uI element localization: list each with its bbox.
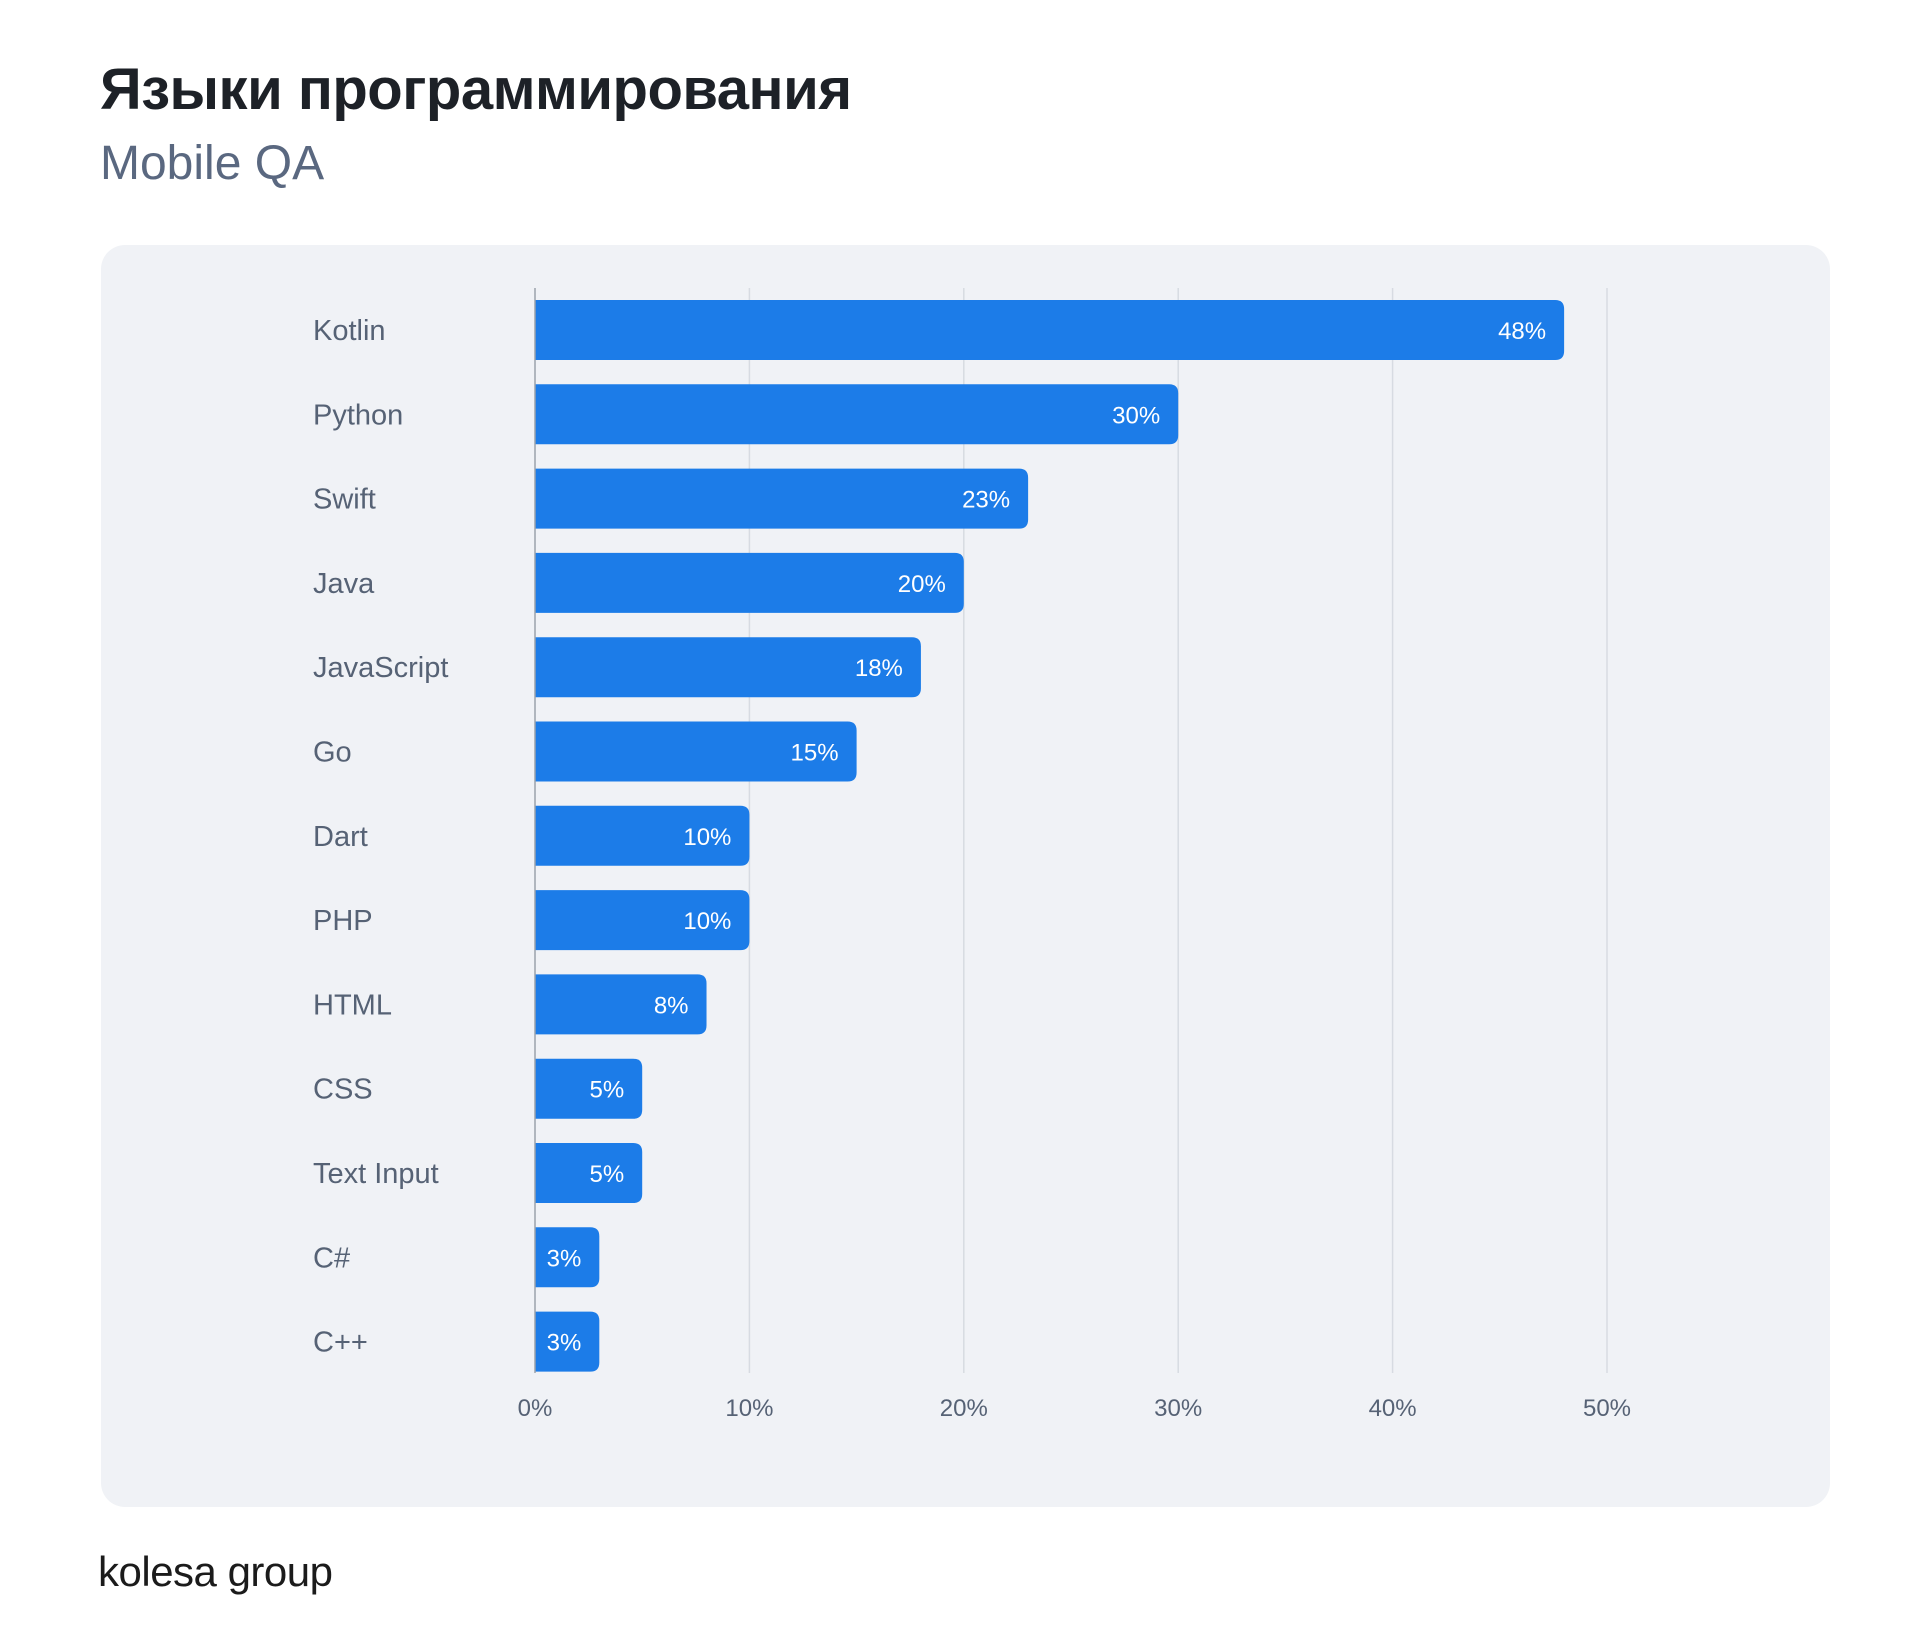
bar-value-label: 15% bbox=[791, 740, 839, 767]
bar-python bbox=[535, 384, 1179, 445]
bar-value-label: 10% bbox=[683, 908, 731, 935]
category-label: CSS bbox=[313, 1074, 373, 1106]
chart-title: Языки программирования bbox=[100, 57, 852, 122]
category-label: Kotlin bbox=[313, 315, 386, 347]
category-label: C# bbox=[313, 1242, 350, 1274]
bar-value-label: 5% bbox=[590, 1161, 625, 1188]
bar-c- bbox=[535, 1311, 600, 1372]
bar-value-label: 30% bbox=[1112, 402, 1160, 429]
x-tick-label: 0% bbox=[518, 1395, 553, 1422]
bar-value-label: 20% bbox=[898, 571, 946, 598]
bar-text-input bbox=[535, 1143, 643, 1203]
bar-value-label: 8% bbox=[654, 992, 689, 1019]
bar-value-label: 48% bbox=[1498, 318, 1546, 345]
x-tick-label: 50% bbox=[1583, 1395, 1631, 1422]
bar-go bbox=[535, 721, 857, 782]
bar-dart bbox=[535, 805, 750, 866]
bar-kotlin bbox=[535, 300, 1565, 360]
brand-logo-text: kolesa group bbox=[98, 1548, 333, 1595]
category-label: PHP bbox=[313, 905, 373, 937]
x-tick-label: 30% bbox=[1154, 1395, 1202, 1422]
bar-java bbox=[535, 552, 964, 613]
bar-value-label: 10% bbox=[683, 824, 731, 851]
category-label: HTML bbox=[313, 989, 392, 1021]
bar-javascript bbox=[535, 637, 921, 698]
category-label: Dart bbox=[313, 821, 368, 853]
bar-value-label: 5% bbox=[590, 1077, 625, 1104]
bar-c- bbox=[535, 1227, 600, 1288]
bar-chart: Kotlin 48% Python 30% Swift 23% Java 20% JavaScr… bbox=[313, 288, 1631, 1422]
category-label: Swift bbox=[313, 484, 376, 516]
bar-css bbox=[535, 1058, 643, 1119]
category-label: Text Input bbox=[313, 1158, 439, 1190]
category-label: Go bbox=[313, 737, 352, 769]
bar-value-label: 3% bbox=[547, 1245, 582, 1272]
bar-swift bbox=[535, 468, 1029, 529]
bar-html bbox=[535, 974, 707, 1035]
x-tick-label: 20% bbox=[940, 1395, 988, 1422]
bar-value-label: 18% bbox=[855, 655, 903, 682]
chart-panel: Kotlin 48% Python 30% Swift 23% Java 20% JavaScr… bbox=[101, 245, 1830, 1507]
category-label: JavaScript bbox=[313, 652, 448, 684]
bar-php bbox=[535, 890, 750, 951]
category-label: Python bbox=[313, 399, 403, 431]
category-label: Java bbox=[313, 568, 375, 600]
x-tick-label: 10% bbox=[725, 1395, 773, 1422]
bar-value-label: 3% bbox=[547, 1330, 582, 1357]
chart-subtitle: Mobile QA bbox=[100, 137, 325, 190]
x-tick-label: 40% bbox=[1369, 1395, 1417, 1422]
category-label: C++ bbox=[313, 1327, 368, 1359]
bar-value-label: 23% bbox=[962, 487, 1010, 514]
